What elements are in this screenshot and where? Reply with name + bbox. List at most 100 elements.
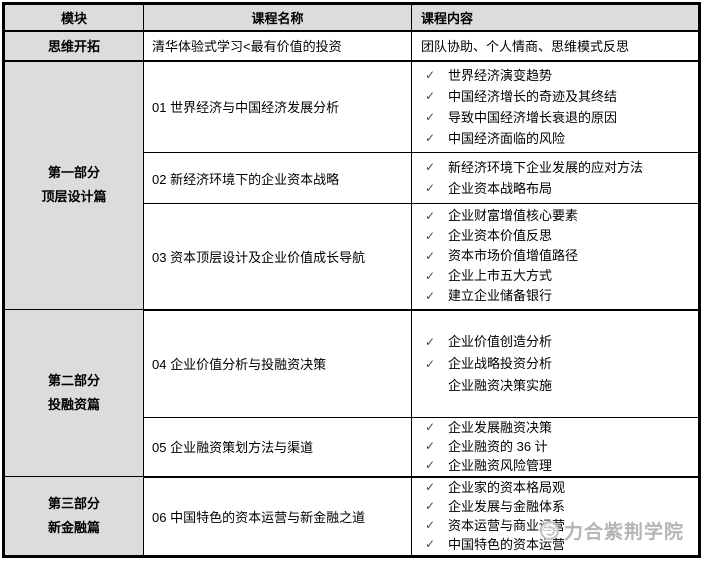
table-row: 03 资本顶层设计及企业价值成长导航 ✓ 企业财富增值核心要素 ✓ 企业资本价值… [4,203,700,311]
table-row: 02 新经济环境下的企业资本战略 ✓ 新经济环境下企业发展的应对方法 ✓ 企业资… [4,152,700,204]
list-item-text: 建立企业储备银行 [448,288,553,304]
module-cell-part3: 第三部分 新金融篇 [3,476,144,557]
check-icon: ✓ [425,499,436,514]
list-item: ✓ 资本运营与商业运营 [412,516,698,535]
header-course-content: 课程内容 [411,3,700,32]
check-icon: ✓ [425,181,436,195]
list-item: ✓ 中国经济面临的风险 [412,128,698,149]
course-name-05: 05 企业融资策划方法与渠道 [143,417,412,478]
list-item: ✓ 企业战略投资分析 [412,353,698,375]
list-item: ✓ 企业上市五大方式 [412,266,698,286]
watermark-text: 力合紫荆学院 [564,522,685,543]
list-item: ✓ 新经济环境下企业发展的应对方法 [412,157,698,178]
list-item-text: 新经济环境下企业发展的应对方法 [448,160,644,175]
check-icon: ✓ [425,439,436,454]
list-item: ✓ 企业价值创造分析 [412,331,698,353]
check-icon: ✓ [425,537,436,552]
list-item: ✓ 企业资本战略布局 [412,178,698,199]
watermark-logo-icon [540,521,559,540]
course-content-04: ✓ 企业价值创造分析 ✓ 企业战略投资分析 企业融资决策实施 [411,309,700,418]
list-item-text: 中国经济增长的奇迹及其终结 [448,88,618,104]
list-item-text: 导致中国经济增长衰退的原因 [448,109,618,125]
watermark: 力合紫荆学院 [540,517,684,544]
list-item: ✓ 中国经济增长的奇迹及其终结 [412,86,698,107]
module-part3-line2: 新金融篇 [47,520,100,535]
list-item-text: 企业发展与金融体系 [448,499,566,515]
course-content-05: ✓ 企业发展融资决策 ✓ 企业融资的 36 计 ✓ 企业融资风险管理 [411,417,700,478]
check-icon: ✓ [425,67,436,82]
check-icon: ✓ [425,130,436,145]
list-item-text: 资本市场价值增值路径 [448,248,579,264]
list-item: ✓ 中国特色的资本运营 [412,535,698,554]
check-icon: ✓ [425,458,436,473]
course-name-06: 06 中国特色的资本运营与新金融之道 [143,476,412,557]
check-icon: ✓ [425,269,436,284]
module-part1-line1: 第一部分 [47,165,100,181]
list-item: ✓ 企业融资风险管理 [412,456,698,475]
list-item: ✓ 资本市场价值增值路径 [412,246,698,266]
course-content-intro: 团队协助、个人情商、思维模式反思 [411,30,700,62]
module-part1-line2: 顶层设计篇 [41,189,107,205]
module-part2-line2: 投融资篇 [47,397,100,412]
check-icon: ✓ [425,356,436,371]
list-item: ✓ 企业融资的 36 计 [412,437,698,456]
check-icon: ✓ [425,334,436,349]
list-item-text: 企业财富增值核心要素 [448,208,579,224]
table-header-row: 模块 课程名称 课程内容 [3,3,700,32]
list-item: ✓ 世界经济演变趋势 [412,65,698,86]
check-icon: ✓ [425,160,436,174]
list-item-text: 企业发展融资决策 [448,420,553,436]
course-name-02: 02 新经济环境下的企业资本战略 [143,152,412,204]
list-item-text: 企业融资决策实施 [448,377,553,393]
table-row: 思维开拓 清华体验式学习<最有价值的投资 团队协助、个人情商、思维模式反思 [3,30,700,62]
list-item: ✓ 企业发展与金融体系 [412,497,698,516]
list-item: ✓ 企业发展融资决策 [412,418,698,437]
list-item: ✓ 建立企业储备银行 [412,286,698,306]
course-content-03: ✓ 企业财富增值核心要素 ✓ 企业资本价值反思 ✓ 资本市场价值增值路径 ✓ 企… [411,203,700,311]
check-icon: ✓ [425,480,436,495]
list-item-text: 企业资本战略布局 [448,181,553,196]
list-item-text: 企业家的资本格局观 [448,480,566,496]
list-item: ✓ 企业家的资本格局观 [412,478,698,497]
table-row: 第二部分 投融资篇 04 企业价值分析与投融资决策 ✓ 企业价值创造分析 ✓ 企… [3,309,700,477]
check-icon: ✓ [425,209,436,224]
module-cell-part1: 第一部分 顶层设计篇 [3,60,144,310]
header-course-name: 课程名称 [143,3,412,32]
table-row: 第一部分 顶层设计篇 01 世界经济与中国经济发展分析 ✓ 世界经济演变趋势 ✓… [3,60,700,310]
list-item: ✓ 导致中国经济增长衰退的原因 [412,107,698,128]
list-item-text: 世界经济演变趋势 [448,67,553,83]
list-item: ✓ 企业财富增值核心要素 [412,206,698,226]
list-item-text: 企业价值创造分析 [448,333,553,349]
check-icon: ✓ [425,420,436,435]
course-name-01: 01 世界经济与中国经济发展分析 [143,60,412,153]
check-icon: ✓ [425,88,436,103]
list-item: ✓ 企业资本价值反思 [412,226,698,246]
table-row: 第三部分 新金融篇 06 中国特色的资本运营与新金融之道 ✓ 企业家的资本格局观… [3,476,700,557]
course-name-intro: 清华体验式学习<最有价值的投资 [143,30,412,62]
check-icon: ✓ [425,289,436,304]
table-row: 05 企业融资策划方法与渠道 ✓ 企业发展融资决策 ✓ 企业融资的 36 计 ✓… [4,417,700,478]
list-item-text: 企业资本价值反思 [448,228,553,244]
course-content-01: ✓ 世界经济演变趋势 ✓ 中国经济增长的奇迹及其终结 ✓ 导致中国经济增长衰退的… [411,60,700,153]
module-part3-line1: 第三部分 [47,496,100,511]
check-icon: ✓ [425,229,436,244]
list-item-text: 资本运营与商业运营 [448,518,566,534]
course-name-03: 03 资本顶层设计及企业价值成长导航 [143,203,412,311]
list-item: 企业融资决策实施 [412,375,698,397]
module-part2-line1: 第二部分 [47,373,100,388]
module-cell-siwei: 思维开拓 [3,30,144,62]
check-icon: ✓ [425,249,436,264]
check-icon: ✓ [425,518,436,533]
list-item-text: 中国经济面临的风险 [448,130,566,146]
course-name-04: 04 企业价值分析与投融资决策 [143,309,412,418]
module-cell-part2: 第二部分 投融资篇 [3,309,144,477]
list-item-text: 企业上市五大方式 [448,268,553,284]
check-icon: ✓ [425,109,436,124]
course-content-02: ✓ 新经济环境下企业发展的应对方法 ✓ 企业资本战略布局 [411,152,700,204]
list-item-text: 企业融资风险管理 [448,458,553,474]
list-item-text: 企业融资的 36 计 [448,439,548,455]
course-content-06: ✓ 企业家的资本格局观 ✓ 企业发展与金融体系 ✓ 资本运营与商业运营 ✓ 中国… [411,476,700,557]
header-module: 模块 [3,3,144,32]
list-item-text: 企业战略投资分析 [448,355,553,371]
